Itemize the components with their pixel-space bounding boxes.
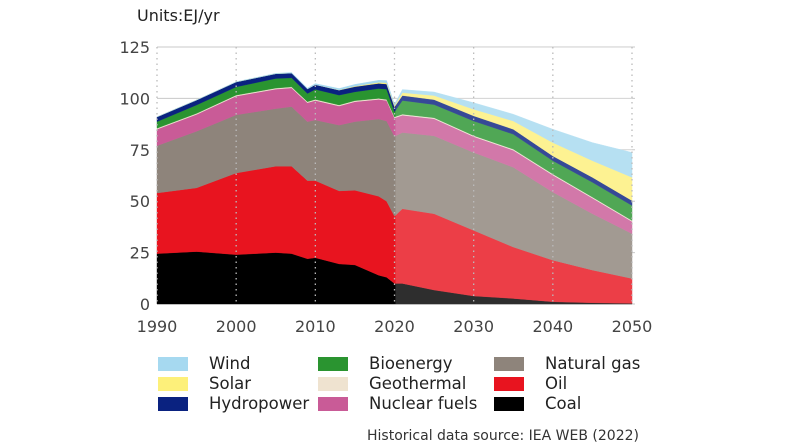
units-label: Units:EJ/yr <box>137 6 220 25</box>
legend-swatch <box>158 356 188 371</box>
legend-item: Hydropower <box>158 394 309 413</box>
x-tick-label: 2050 <box>612 317 653 336</box>
legend-label: Hydropower <box>209 394 310 413</box>
legend-item: Solar <box>158 374 251 393</box>
legend-swatch <box>318 376 348 391</box>
x-tick-label: 2010 <box>295 317 336 336</box>
legend-item: Oil <box>494 374 567 393</box>
legend-label: Wind <box>209 354 251 373</box>
projection-overlay <box>395 47 632 304</box>
y-tick-label: 25 <box>130 244 150 263</box>
legend-swatch <box>494 356 524 371</box>
y-tick-label: 50 <box>130 192 150 211</box>
legend-swatch <box>494 396 524 411</box>
y-tick-label: 0 <box>140 295 150 314</box>
legend-item: Bioenergy <box>318 354 453 373</box>
legend-item: Nuclear fuels <box>318 394 477 413</box>
x-tick-label: 2000 <box>216 317 257 336</box>
legend-label: Bioenergy <box>369 354 453 373</box>
legend-label: Nuclear fuels <box>369 394 478 413</box>
x-tick-label: 2020 <box>374 317 415 336</box>
legend-label: Oil <box>545 374 568 393</box>
y-tick-label: 125 <box>119 38 150 57</box>
x-tick-label: 2040 <box>532 317 573 336</box>
legend-swatch <box>318 396 348 411</box>
y-tick-label: 100 <box>119 89 150 108</box>
source-note: Historical data source: IEA WEB (2022) <box>367 428 639 444</box>
y-tick-label: 75 <box>130 141 150 160</box>
area-wind <box>156 72 633 178</box>
legend-swatch <box>158 396 188 411</box>
legend-swatch <box>318 356 348 371</box>
legend-label: Natural gas <box>545 354 641 373</box>
x-tick-label: 2030 <box>453 317 494 336</box>
legend-swatch <box>494 376 524 391</box>
legend-swatch <box>158 376 188 391</box>
x-tick-label: 1990 <box>137 317 178 336</box>
legend-item: Natural gas <box>494 354 640 373</box>
legend-label: Coal <box>545 394 582 413</box>
legend-item: Geothermal <box>318 374 466 393</box>
legend-item: Coal <box>494 394 581 413</box>
legend-label: Solar <box>209 374 252 393</box>
legend-label: Geothermal <box>369 374 467 393</box>
legend-item: Wind <box>158 354 250 373</box>
